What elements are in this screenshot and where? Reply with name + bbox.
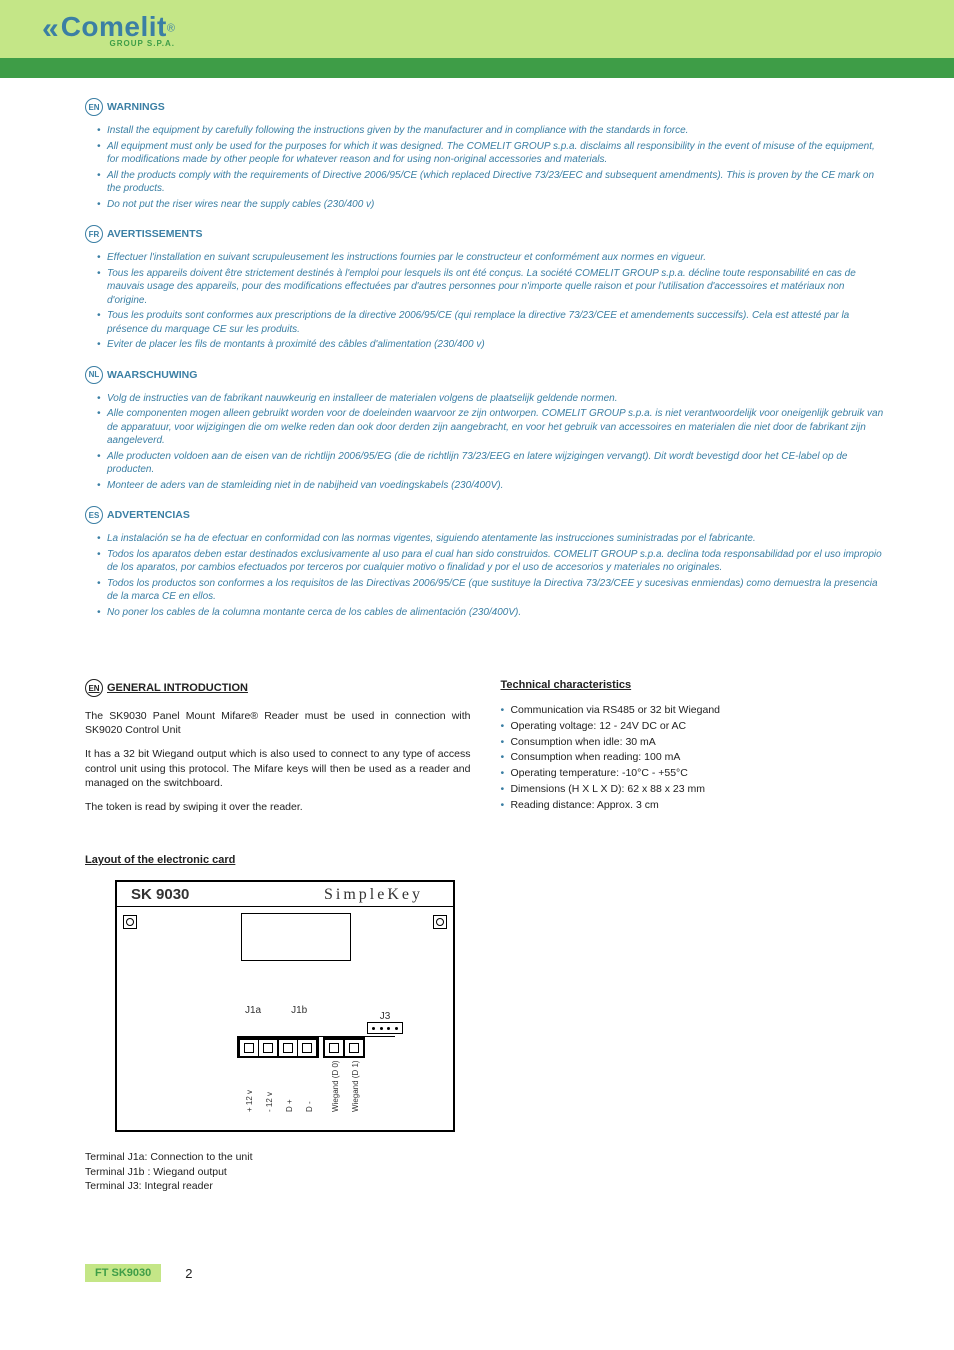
warnings-item: No poner los cables de la columna montan… <box>97 606 884 620</box>
warnings-title: NL WAARSCHUWING <box>85 366 884 384</box>
logo-bracket-icon: « <box>42 14 59 44</box>
pin-label: Wiegand (D 0) <box>331 1060 340 1112</box>
pin-label: - 12 v <box>265 1092 274 1112</box>
warnings-item: All equipment must only be used for the … <box>97 140 884 167</box>
warnings-list: Volg de instructies van de fabrikant nau… <box>85 392 884 493</box>
j3-connector-icon <box>367 1022 403 1034</box>
header-band: « Comelit® GROUP S.P.A. <box>0 0 954 78</box>
tech-item: Reading distance: Approx. 3 cm <box>500 798 884 814</box>
warnings-item: Alle producten voldoen aan de eisen van … <box>97 450 884 477</box>
lang-code-badge: EN <box>85 679 103 697</box>
warnings-item: Todos los aparatos deben estar destinado… <box>97 548 884 575</box>
warnings-list: La instalación se ha de efectuar en conf… <box>85 532 884 619</box>
lang-code-badge: ES <box>85 506 103 524</box>
screw-hole-icon <box>433 915 447 929</box>
warnings-title-text: WARNINGS <box>107 101 165 113</box>
board-diagram: SK 9030 SimpleKey J1a J1b J3 <box>115 880 455 1132</box>
lang-code-badge: EN <box>85 98 103 116</box>
board-brand: SimpleKey <box>324 886 423 904</box>
tech-item: Consumption when reading: 100 mA <box>500 750 884 766</box>
j3-label: J3 <box>367 1011 403 1022</box>
warnings-item: Todos los productos son conformes a los … <box>97 577 884 604</box>
pin-label: D + <box>285 1099 294 1112</box>
intro-title-text: GENERAL INTRODUCTION <box>107 682 248 694</box>
warnings-list: Effectuer l'installation en suivant scru… <box>85 251 884 352</box>
warnings-list: Install the equipment by carefully follo… <box>85 124 884 211</box>
warnings-item: Tous les produits sont conformes aux pre… <box>97 309 884 336</box>
terminal-line: Terminal J1b : Wiegand output <box>85 1165 884 1180</box>
footer-tag: FT SK9030 <box>85 1264 161 1282</box>
tech-item: Communication via RS485 or 32 bit Wiegan… <box>500 703 884 719</box>
pin-label: + 12 v <box>245 1090 254 1112</box>
warnings-item: Effectuer l'installation en suivant scru… <box>97 251 884 265</box>
terminal-line: Terminal J1a: Connection to the unit <box>85 1150 884 1165</box>
warnings-item: Tous les appareils doivent être strictem… <box>97 267 884 308</box>
pin-label: Wiegand (D 1) <box>351 1060 360 1112</box>
chip-rect <box>241 913 351 961</box>
tech-item: Operating voltage: 12 - 24V DC or AC <box>500 719 884 735</box>
warnings-item: La instalación se ha de efectuar en conf… <box>97 532 884 546</box>
warnings-item: Do not put the riser wires near the supp… <box>97 198 884 212</box>
tech-item: Dimensions (H X L X D): 62 x 88 x 23 mm <box>500 782 884 798</box>
tech-item: Operating temperature: -10°C - +55°C <box>500 766 884 782</box>
logo-reg: ® <box>167 22 175 34</box>
j1b-label: J1b <box>291 1005 307 1016</box>
tech-item: Consumption when idle: 30 mA <box>500 735 884 751</box>
lang-code-badge: FR <box>85 225 103 243</box>
warnings-title: FR AVERTISSEMENTS <box>85 225 884 243</box>
page-number: 2 <box>185 1266 192 1281</box>
warnings-item: Eviter de placer les fils de montants à … <box>97 338 884 352</box>
logo-text: Comelit <box>61 11 167 42</box>
j1a-label: J1a <box>245 1005 261 1016</box>
pin-label: D - <box>305 1101 314 1112</box>
tech-title: Technical characteristics <box>500 679 631 691</box>
screw-hole-icon <box>123 915 137 929</box>
terminal-line: Terminal J3: Integral reader <box>85 1179 884 1194</box>
logo: « Comelit® GROUP S.P.A. <box>42 11 175 48</box>
terminal-descriptions: Terminal J1a: Connection to the unitTerm… <box>85 1150 884 1194</box>
warnings-title: EN WARNINGS <box>85 98 884 116</box>
terminal-j1b <box>323 1037 366 1058</box>
lang-code-badge: NL <box>85 366 103 384</box>
board-model: SK 9030 <box>131 886 189 903</box>
warnings-item: Alle componenten mogen alleen gebruikt w… <box>97 407 884 448</box>
intro-paragraph-1: The SK9030 Panel Mount Mifare® Reader mu… <box>85 709 470 737</box>
warnings-item: All the products comply with the require… <box>97 169 884 196</box>
warnings-item: Install the equipment by carefully follo… <box>97 124 884 138</box>
tech-list: Communication via RS485 or 32 bit Wiegan… <box>500 703 884 813</box>
warnings-item: Volg de instructies van de fabrikant nau… <box>97 392 884 406</box>
warnings-title-text: AVERTISSEMENTS <box>107 228 202 240</box>
warnings-title: ES ADVERTENCIAS <box>85 506 884 524</box>
warnings-item: Monteer de aders van de stamleiding niet… <box>97 479 884 493</box>
warnings-title-text: WAARSCHUWING <box>107 369 197 381</box>
intro-paragraph-3: The token is read by swiping it over the… <box>85 800 470 814</box>
warnings-title-text: ADVERTENCIAS <box>107 509 190 521</box>
terminal-j1a <box>237 1037 319 1058</box>
intro-title: EN GENERAL INTRODUCTION <box>85 679 470 697</box>
pin-labels: + 12 v - 12 v D + D - Wiegand (D 0) Wiegand (… <box>237 1060 453 1130</box>
layout-title: Layout of the electronic card <box>85 854 884 866</box>
intro-paragraph-2: It has a 32 bit Wiegand output which is … <box>85 747 470 790</box>
